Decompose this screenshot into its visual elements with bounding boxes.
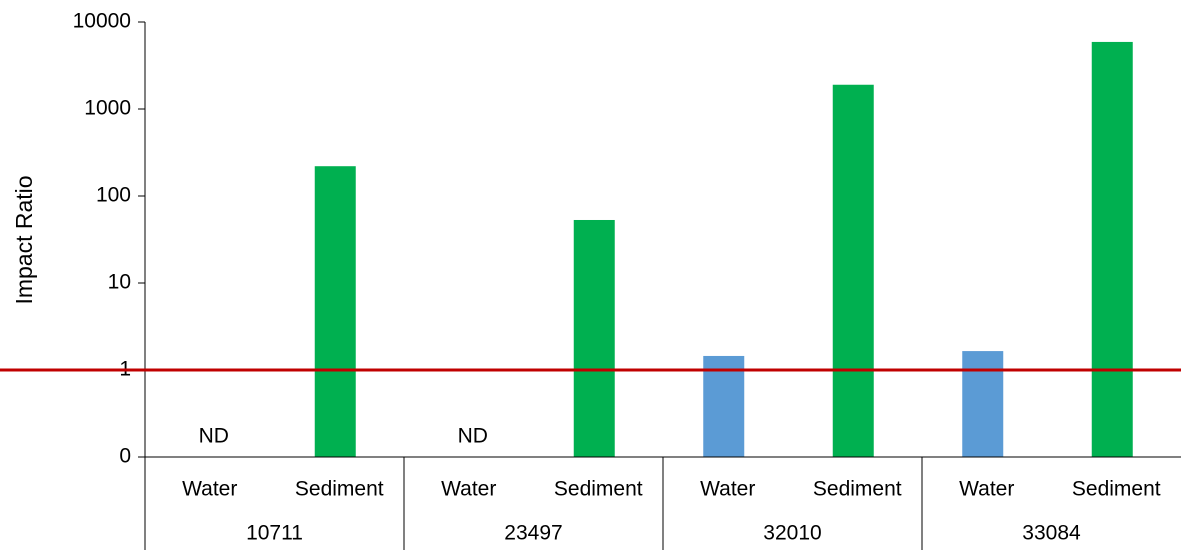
x-tick-label: Water xyxy=(182,478,237,501)
x-tick-label: Water xyxy=(959,478,1014,501)
group-label: 33084 xyxy=(1022,522,1081,545)
y-tick-label: 100 xyxy=(96,184,131,207)
x-tick-label: Sediment xyxy=(554,478,643,501)
x-tick-label: Sediment xyxy=(295,478,384,501)
bar xyxy=(573,219,615,457)
group-label: 10711 xyxy=(246,522,303,545)
bar xyxy=(1091,41,1133,457)
y-tick-label: 10000 xyxy=(73,10,131,33)
x-tick-label: Water xyxy=(700,478,755,501)
value-label: ND xyxy=(199,425,229,448)
value-label: ND xyxy=(458,425,488,448)
bar xyxy=(703,355,745,457)
y-tick-label: 10 xyxy=(108,271,131,294)
x-tick-label: Sediment xyxy=(813,478,902,501)
bar xyxy=(832,84,874,457)
x-tick-label: Water xyxy=(441,478,496,501)
x-tick-label: Sediment xyxy=(1072,478,1161,501)
y-tick-label: 0 xyxy=(119,445,131,468)
bar xyxy=(962,351,1004,457)
group-label: 23497 xyxy=(504,522,562,545)
y-axis-label: Impact Ratio xyxy=(11,175,37,304)
group-label: 32010 xyxy=(763,522,821,545)
y-tick-label: 1000 xyxy=(84,97,131,120)
bar xyxy=(314,166,356,457)
